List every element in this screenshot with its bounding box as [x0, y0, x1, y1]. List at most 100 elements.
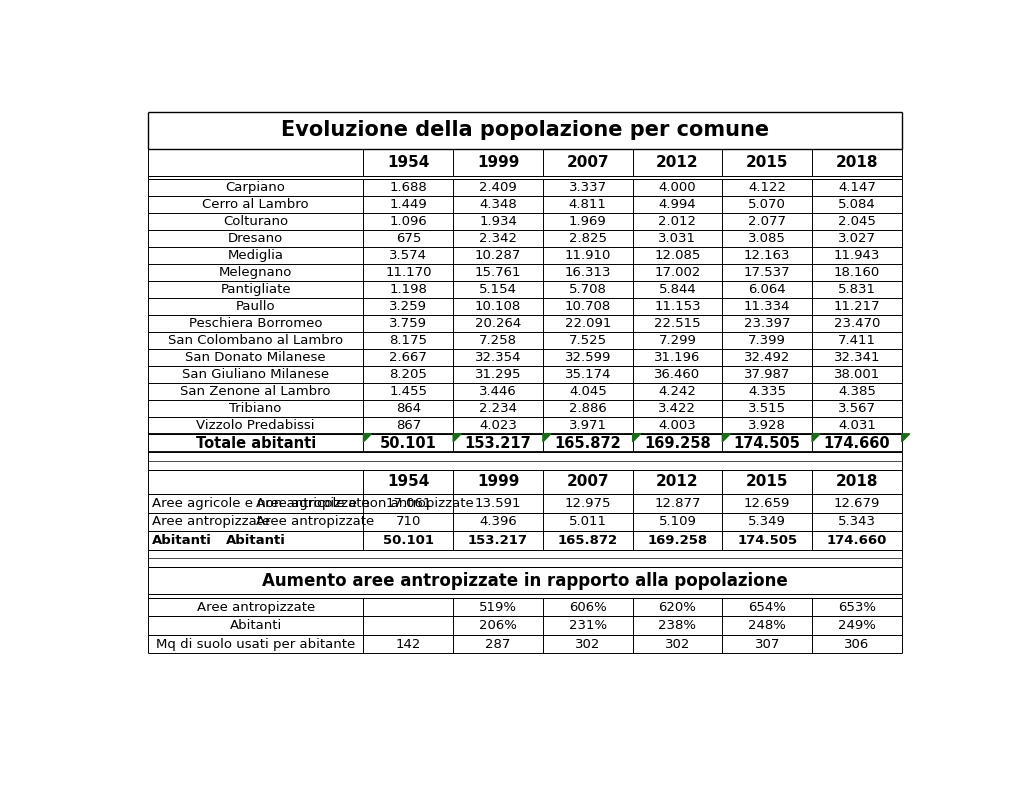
Text: 4.348: 4.348 [479, 199, 517, 211]
Text: Aree agricole e non antropizzate: Aree agricole e non antropizzate [152, 497, 370, 510]
Text: 4.385: 4.385 [838, 385, 876, 398]
Text: Aree antropizzate: Aree antropizzate [197, 601, 314, 614]
Text: 35.174: 35.174 [564, 368, 611, 381]
Text: 5.343: 5.343 [838, 516, 876, 529]
Text: 165.872: 165.872 [558, 534, 617, 547]
Polygon shape [902, 434, 909, 442]
Text: San Colombano al Lambro: San Colombano al Lambro [168, 334, 343, 347]
Text: 5.708: 5.708 [568, 283, 606, 296]
Text: Mediglia: Mediglia [227, 249, 284, 262]
Text: 7.525: 7.525 [568, 334, 607, 347]
Text: 654%: 654% [749, 601, 786, 614]
Text: 606%: 606% [569, 601, 606, 614]
Text: 1.198: 1.198 [389, 283, 427, 296]
Text: 2.342: 2.342 [479, 232, 517, 245]
Text: 5.109: 5.109 [658, 516, 696, 529]
Text: 11.943: 11.943 [834, 249, 880, 262]
Text: 38.001: 38.001 [834, 368, 880, 381]
Text: 17.537: 17.537 [743, 266, 791, 280]
Text: 23.397: 23.397 [743, 317, 791, 330]
Text: 2.409: 2.409 [479, 181, 517, 195]
Text: Aumento aree antropizzate in rapporto alla popolazione: Aumento aree antropizzate in rapporto al… [262, 572, 787, 590]
Text: 169.258: 169.258 [644, 436, 711, 450]
Text: 2018: 2018 [836, 474, 879, 489]
Text: 620%: 620% [658, 601, 696, 614]
Text: 12.659: 12.659 [744, 497, 791, 510]
Text: 519%: 519% [479, 601, 517, 614]
Text: 10.287: 10.287 [475, 249, 521, 262]
Text: Abitanti: Abitanti [152, 534, 212, 547]
Text: 4.023: 4.023 [479, 419, 517, 432]
Text: 4.122: 4.122 [749, 181, 786, 195]
Text: 174.505: 174.505 [737, 534, 798, 547]
Text: 2.667: 2.667 [389, 351, 427, 364]
Text: 11.153: 11.153 [654, 300, 700, 313]
Text: Melegnano: Melegnano [219, 266, 292, 280]
Text: 3.027: 3.027 [838, 232, 876, 245]
Polygon shape [633, 434, 641, 442]
Text: 2.045: 2.045 [838, 215, 876, 228]
Text: 12.085: 12.085 [654, 249, 700, 262]
Text: 206%: 206% [479, 619, 517, 632]
Text: 7.411: 7.411 [838, 334, 876, 347]
Text: 8.175: 8.175 [389, 334, 427, 347]
Text: 4.811: 4.811 [568, 199, 606, 211]
Text: Aree agricole e non antropizzate: Aree agricole e non antropizzate [256, 497, 473, 510]
Text: 10.108: 10.108 [475, 300, 521, 313]
Text: 3.422: 3.422 [658, 402, 696, 415]
Text: Pantigliate: Pantigliate [220, 283, 291, 296]
Text: Tribiano: Tribiano [229, 402, 282, 415]
Text: 7.258: 7.258 [479, 334, 517, 347]
Text: 1.096: 1.096 [389, 215, 427, 228]
Text: San Zenone al Lambro: San Zenone al Lambro [180, 385, 331, 398]
Text: 32.599: 32.599 [564, 351, 611, 364]
Text: 653%: 653% [838, 601, 876, 614]
Text: 3.085: 3.085 [749, 232, 786, 245]
Text: 1954: 1954 [387, 155, 429, 170]
Text: Aree antropizzate: Aree antropizzate [152, 516, 270, 529]
Text: 5.831: 5.831 [838, 283, 876, 296]
Text: 50.101: 50.101 [380, 436, 437, 450]
Text: Peschiera Borromeo: Peschiera Borromeo [188, 317, 323, 330]
Text: 1999: 1999 [477, 474, 519, 489]
Text: 15.761: 15.761 [475, 266, 521, 280]
Text: 4.031: 4.031 [838, 419, 876, 432]
Text: 2018: 2018 [836, 155, 879, 170]
Text: 153.217: 153.217 [465, 436, 531, 450]
Text: 710: 710 [395, 516, 421, 529]
Text: 18.160: 18.160 [834, 266, 880, 280]
Text: 31.295: 31.295 [475, 368, 521, 381]
Text: 4.147: 4.147 [838, 181, 876, 195]
Text: 3.259: 3.259 [389, 300, 427, 313]
Text: 32.354: 32.354 [475, 351, 521, 364]
Text: 306: 306 [844, 638, 869, 650]
Text: 12.877: 12.877 [654, 497, 700, 510]
Text: Carpiano: Carpiano [225, 181, 286, 195]
Text: 11.170: 11.170 [385, 266, 431, 280]
Text: 307: 307 [755, 638, 780, 650]
Text: 7.399: 7.399 [749, 334, 786, 347]
Text: Abitanti: Abitanti [229, 619, 282, 632]
Text: Evoluzione della popolazione per comune: Evoluzione della popolazione per comune [281, 120, 769, 140]
Text: Mq di suolo usati per abitante: Mq di suolo usati per abitante [156, 638, 355, 650]
Text: 23.470: 23.470 [834, 317, 880, 330]
Text: San Donato Milanese: San Donato Milanese [185, 351, 326, 364]
Polygon shape [454, 434, 461, 442]
Text: 2015: 2015 [745, 474, 788, 489]
Text: Cerro al Lambro: Cerro al Lambro [203, 199, 309, 211]
Polygon shape [722, 434, 730, 442]
Text: 2.012: 2.012 [658, 215, 696, 228]
Polygon shape [364, 434, 372, 442]
Text: 174.505: 174.505 [734, 436, 801, 450]
Text: 174.660: 174.660 [826, 534, 887, 547]
Text: 2.077: 2.077 [749, 215, 786, 228]
Text: 169.258: 169.258 [647, 534, 708, 547]
Text: 231%: 231% [568, 619, 607, 632]
Text: 50.101: 50.101 [383, 534, 434, 547]
Text: 675: 675 [395, 232, 421, 245]
Text: 11.217: 11.217 [834, 300, 881, 313]
Text: 1.934: 1.934 [479, 215, 517, 228]
Text: 3.337: 3.337 [568, 181, 607, 195]
Text: 5.070: 5.070 [749, 199, 786, 211]
Text: 5.084: 5.084 [838, 199, 876, 211]
